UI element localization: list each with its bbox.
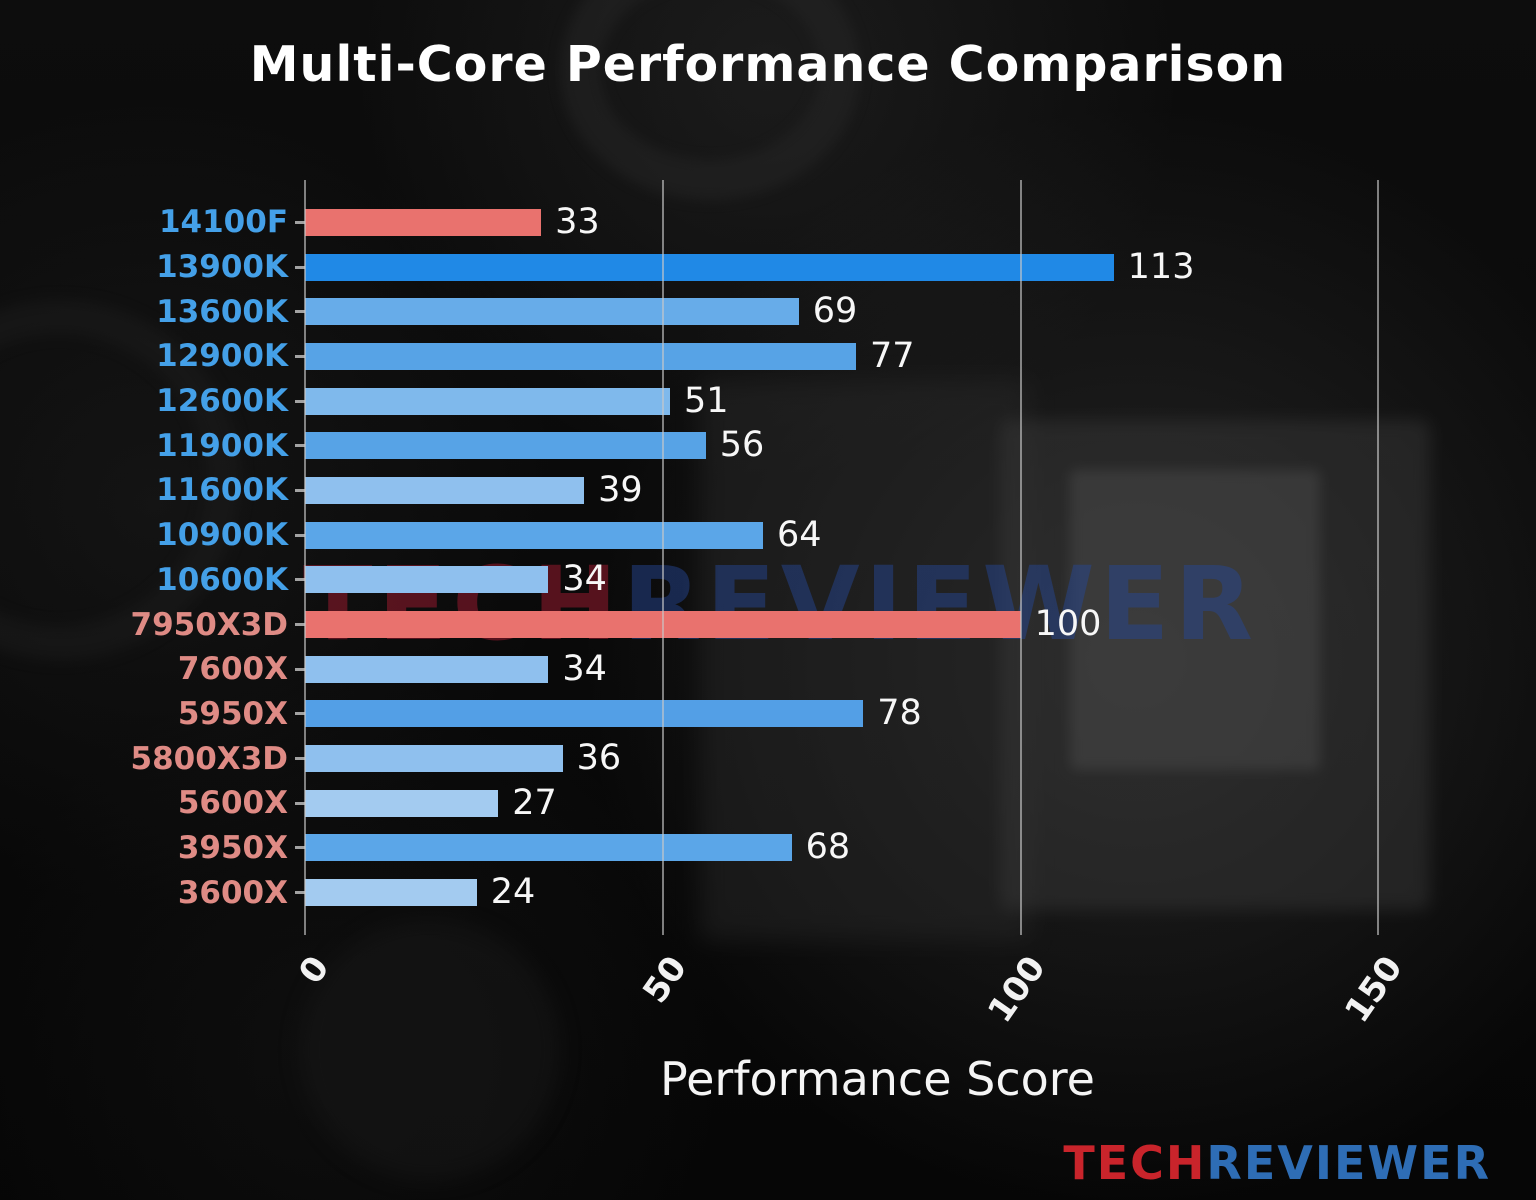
brand-reviewer: REVIEWER xyxy=(1206,1136,1491,1190)
watermark-tech: TECH xyxy=(303,545,623,664)
y-axis-label: 13900K xyxy=(156,249,288,286)
gridline xyxy=(1019,180,1022,935)
chart-row: 13900K 113 xyxy=(156,245,1450,290)
bar xyxy=(305,342,857,370)
y-tick-mark xyxy=(295,354,305,358)
y-axis-label: 10600K xyxy=(156,561,288,598)
value-label: 69 xyxy=(812,291,858,332)
chart-row: 3950X 68 xyxy=(178,826,1450,871)
chart-row: 3600X 24 xyxy=(178,870,1450,915)
value-label: 34 xyxy=(562,648,607,689)
value-label: 34 xyxy=(562,559,607,600)
value-label: 78 xyxy=(877,693,922,734)
value-label: 51 xyxy=(683,380,729,421)
bar xyxy=(305,789,499,817)
chart-row: 5600X 27 xyxy=(178,781,1450,826)
plot-area: 14100F 33 13900K 113 13600K 69 12900K 77 12600K 5… xyxy=(131,180,1450,1030)
background-circle xyxy=(300,920,560,1180)
value-label: 39 xyxy=(598,469,643,510)
y-tick-mark xyxy=(295,533,305,537)
value-label: 27 xyxy=(512,782,557,823)
y-axis-label: 14100F xyxy=(158,204,288,241)
y-axis-label: 5950X xyxy=(177,695,288,732)
y-tick-mark xyxy=(295,310,305,314)
y-axis-label: 11900K xyxy=(156,427,288,464)
bar xyxy=(305,879,477,907)
chart-row: 11600K 39 xyxy=(156,468,1450,513)
chart-row: 10900K 64 xyxy=(156,513,1450,558)
gridline xyxy=(304,180,306,935)
y-tick-mark xyxy=(295,891,305,895)
x-axis-title: Performance Score xyxy=(660,1052,1095,1106)
watermark-reviewer: REVIEWER xyxy=(622,545,1258,664)
brand-logo: TECHREVIEWER xyxy=(1063,1136,1491,1190)
chart-row: 7950X3D 100 xyxy=(131,602,1450,647)
chart-row: 11900K 56 xyxy=(156,423,1450,468)
value-label: 77 xyxy=(870,335,915,376)
y-tick-mark xyxy=(295,667,305,671)
y-axis-label: 12600K xyxy=(156,383,288,420)
y-axis-label: 11600K xyxy=(156,472,288,509)
y-axis-label: 5800X3D xyxy=(130,740,288,777)
background-cpu-core-shape xyxy=(1070,470,1320,770)
y-tick-mark xyxy=(295,578,305,582)
y-tick-mark xyxy=(295,399,305,403)
bar xyxy=(305,253,1114,281)
chart-row: 5800X3D 36 xyxy=(131,736,1450,781)
watermark: TECHREVIEWER xyxy=(303,545,1258,664)
chart-row: 7600X 34 xyxy=(178,647,1450,692)
y-axis-label: 13600K xyxy=(156,293,288,330)
y-axis-label: 7950X3D xyxy=(130,606,288,643)
y-axis-label: 10900K xyxy=(156,517,288,554)
y-axis-label: 5600X xyxy=(177,785,288,822)
y-tick-mark xyxy=(295,623,305,627)
bar xyxy=(305,745,563,773)
chart-row: 13600K 69 xyxy=(156,289,1450,334)
brand-tech: TECH xyxy=(1063,1136,1207,1190)
background-circle xyxy=(560,0,860,200)
bar xyxy=(305,834,792,862)
value-label: 113 xyxy=(1127,246,1195,287)
y-axis-label: 12900K xyxy=(156,338,288,375)
value-label: 68 xyxy=(805,827,851,868)
value-label: 64 xyxy=(777,514,822,555)
y-tick-mark xyxy=(295,444,305,448)
bar xyxy=(305,521,763,549)
bar xyxy=(305,700,864,728)
y-tick-mark xyxy=(295,220,305,224)
chart-title: Multi-Core Performance Comparison xyxy=(249,36,1287,93)
value-label: 36 xyxy=(576,738,622,779)
y-tick-mark xyxy=(295,712,305,716)
y-tick-mark xyxy=(295,488,305,492)
bar xyxy=(305,566,549,594)
gridline xyxy=(1377,180,1380,935)
y-tick-mark xyxy=(295,757,305,761)
bar xyxy=(305,432,706,460)
gridline xyxy=(661,180,664,935)
y-tick-mark xyxy=(295,801,305,805)
bar xyxy=(305,476,585,504)
y-axis-label: 3950X xyxy=(177,829,288,866)
bar xyxy=(305,655,549,683)
value-label: 33 xyxy=(555,201,600,242)
y-tick-mark xyxy=(295,846,305,850)
chart-row: 12900K 77 xyxy=(156,334,1450,379)
bar xyxy=(305,208,542,236)
value-label: 24 xyxy=(490,872,536,913)
chart-row: 10600K 34 xyxy=(156,558,1450,603)
y-tick-mark xyxy=(295,265,305,269)
bars-container: 14100F 33 13900K 113 13600K 69 12900K 77 12600K 5… xyxy=(131,200,1450,915)
value-label: 100 xyxy=(1034,604,1102,645)
y-axis-label: 7600X xyxy=(177,651,288,688)
y-axis-label: 3600X xyxy=(177,874,288,911)
bar xyxy=(305,387,670,415)
chart-row: 5950X 78 xyxy=(178,692,1450,737)
bar xyxy=(305,298,799,326)
value-label: 56 xyxy=(719,425,765,466)
chart-row: 12600K 51 xyxy=(156,379,1450,424)
chart-row: 14100F 33 xyxy=(159,200,1450,245)
